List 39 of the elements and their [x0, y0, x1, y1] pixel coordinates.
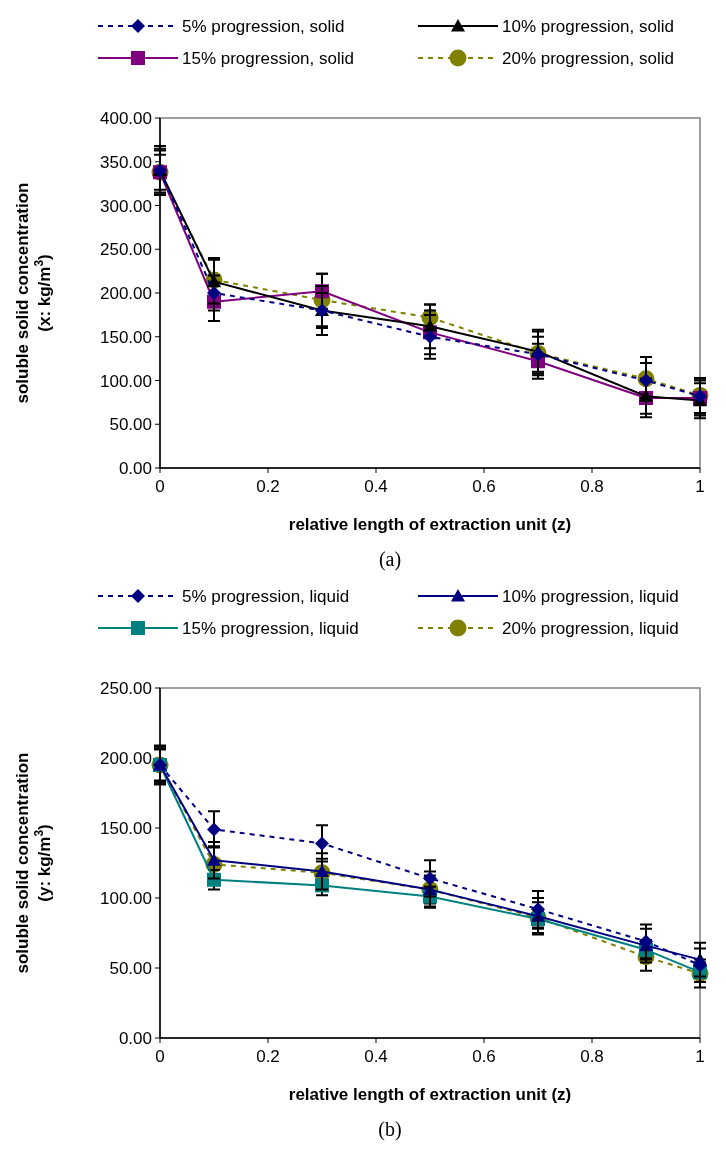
y-tick-label: 0.00 [118, 459, 152, 478]
x-tick-label: 0.8 [580, 1047, 604, 1066]
y-tick-label: 400.00 [100, 109, 152, 128]
legend-label: 20% progression, solid [502, 49, 674, 68]
y-tick-label: 100.00 [100, 371, 152, 391]
x-tick-label: 0.4 [364, 477, 388, 496]
x-tick-label: 0.2 [256, 477, 280, 496]
x-tick-label: 0 [155, 477, 165, 496]
text: (b) [378, 1118, 402, 1141]
y-tick-label: 250.00 [100, 679, 152, 698]
text: (a) [378, 548, 402, 571]
legend-label: 20% progression, liquid [502, 619, 679, 638]
x-tick-label: 0.8 [580, 477, 604, 496]
y-tick-label: 300.00 [100, 196, 152, 216]
x-tick-label: 1 [695, 1047, 705, 1066]
legend-label: 5% progression, solid [182, 17, 345, 36]
x-tick-label: 0.6 [472, 1047, 496, 1066]
x-tick-label: 0.4 [364, 1047, 388, 1066]
y-tick-label: 150.00 [100, 327, 152, 347]
legend-label: 15% progression, liquid [182, 619, 359, 638]
y-tick-label: 350.00 [100, 152, 152, 172]
x-tick-label: 1 [695, 477, 705, 496]
y-tick-label: 200.00 [100, 749, 152, 768]
x-tick-label: 0 [155, 1047, 165, 1066]
legend-label: 5% progression, liquid [182, 587, 350, 606]
legend-label: 15% progression, solid [182, 49, 354, 68]
y-tick-label: 50.00 [109, 415, 152, 435]
y-tick-label: 250.00 [100, 240, 152, 260]
y-tick-label: 50.00 [109, 959, 152, 978]
x-tick-label: 0.6 [472, 477, 496, 496]
y-tick-label: 150.00 [100, 819, 152, 838]
x-axis-title: relative length of extraction unit (z) [288, 1085, 572, 1104]
legend-label: 10% progression, liquid [502, 587, 679, 606]
y-tick-label: 0.00 [118, 1029, 152, 1048]
y-tick-label: 200.00 [100, 284, 152, 303]
x-tick-label: 0.2 [256, 1047, 280, 1066]
x-axis-title: relative length of extraction unit (z) [288, 515, 572, 534]
y-tick-label: 100.00 [100, 889, 152, 908]
legend-label: 10% progression, solid [502, 17, 674, 36]
